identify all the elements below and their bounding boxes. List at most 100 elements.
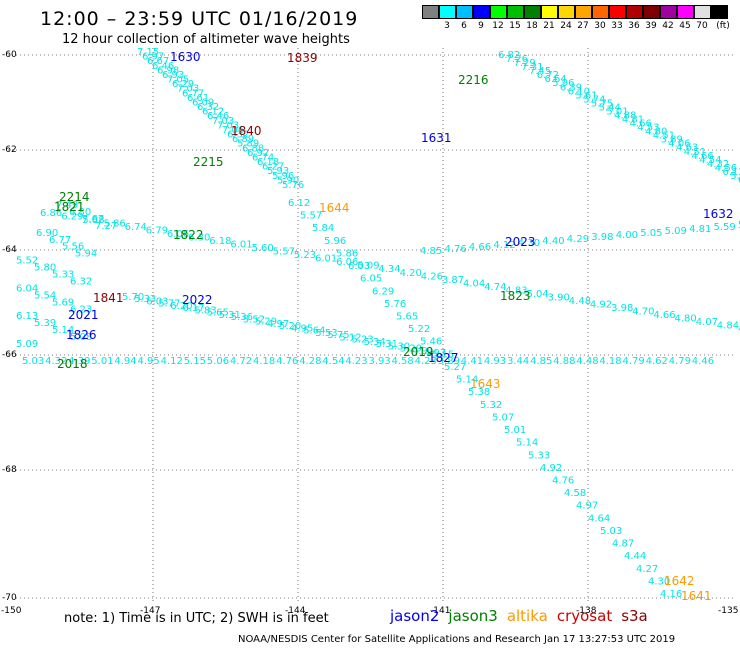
wave-height-value: 5.27 [444, 362, 466, 373]
wave-height-value: 5.29 [255, 317, 277, 328]
wave-height-value: 6.20 [170, 301, 192, 312]
wave-height-value: 5.33 [52, 270, 74, 281]
wave-height-value: 6.06 [336, 257, 358, 268]
colorbar-label: 12 [492, 21, 504, 31]
wave-height-value: 4.58 [564, 488, 586, 499]
wave-height-value: 5.46 [420, 337, 442, 348]
pass-time-label: 2216 [458, 73, 489, 87]
colorbar-label: 36 [628, 21, 640, 31]
wave-height-value: 5.57 [300, 211, 322, 222]
wave-height-value: 7.67 [82, 214, 104, 225]
wave-height-value: 5.29 [400, 344, 422, 355]
latitude-label: -60 [2, 50, 17, 60]
wave-height-value: 5.20 [279, 321, 301, 332]
colorbar-label: 42 [662, 21, 674, 31]
wave-height-value: 5.07 [492, 412, 514, 423]
wave-height-value: 5.70 [122, 292, 144, 303]
pass-time-label: 1631 [421, 131, 452, 145]
pass-time-label: 1643 [470, 377, 501, 391]
wave-height-value: 6.64 [545, 74, 567, 85]
wave-height-value: 5.09 [16, 339, 38, 350]
wave-height-value: 5.39 [34, 318, 56, 329]
wave-height-value: 4.80 [675, 314, 697, 325]
wave-height-value: 4.53 [637, 123, 659, 134]
wave-height-value: 5.03 [22, 356, 44, 367]
satellite-legend: jason2 jason3 altika cryosat s3a [390, 607, 657, 625]
wave-height-value: 6.80 [69, 207, 91, 218]
wave-height-value: 7.31 [521, 62, 543, 73]
wave-height-value: 4.16 [660, 589, 682, 600]
map-subtitle: 12 hour collection of altimeter wave hei… [62, 32, 350, 47]
wave-height-value: 5.08 [70, 332, 92, 343]
pass-time-label: 2019 [403, 345, 434, 359]
wave-height-value: 7.05 [167, 75, 189, 86]
wave-height-value: 6.77 [182, 88, 204, 99]
pass-time-label: 1632 [703, 207, 734, 221]
pass-time-label: 2023 [505, 235, 536, 249]
wave-height-value: 5.31 [219, 310, 241, 321]
wave-height-value: 5.80 [34, 263, 56, 274]
colorbar-label: 30 [594, 21, 606, 31]
wave-height-value: 6.10 [568, 86, 590, 97]
pass-time-label: 1823 [500, 289, 531, 303]
latitude-label: -68 [2, 465, 17, 475]
wave-height-value: 5.96 [272, 171, 294, 182]
wave-height-value: 4.80 [645, 127, 667, 138]
latitude-label: -64 [2, 245, 17, 255]
wave-height-value: 5.90 [277, 175, 299, 186]
legend-altika: altika [506, 607, 548, 625]
wave-height-value: 4.06 [668, 139, 690, 150]
wave-height-value: 5.96 [324, 236, 346, 247]
longitude-label: -138 [576, 606, 597, 616]
wave-height-value: 7.06 [222, 125, 244, 136]
wave-height-value: 4.48 [569, 296, 591, 307]
wave-height-value: 5.69 [52, 297, 74, 308]
wave-height-value: 6.12 [202, 107, 224, 118]
wave-height-value: 4.26 [421, 271, 443, 282]
wave-height-value: 6.03 [348, 261, 370, 272]
wave-height-value: 4.85 [530, 356, 552, 367]
wave-height-value: 4.51 [684, 147, 706, 158]
longitude-label: -150 [1, 606, 22, 616]
wave-height-value: 5.23 [294, 250, 316, 261]
wave-height-value: 4.63 [676, 143, 698, 154]
wave-height-value: 5.14 [52, 325, 74, 336]
wave-height-value: 4.54 [699, 155, 721, 166]
wave-height-value: 4.48 [576, 356, 598, 367]
wave-height-value: 4.46 [692, 356, 714, 367]
wave-height-value: 6.98 [157, 65, 179, 76]
colorbar-unit: (ft) [716, 21, 730, 31]
wave-height-value: 6.77 [49, 235, 71, 246]
wave-height-value: 4.23 [345, 356, 367, 367]
wave-height-value: 7.15 [137, 47, 159, 58]
wave-height-value: 5.33 [528, 450, 550, 461]
wave-height-value: 3.87 [442, 275, 464, 286]
wave-height-value: 4.29 [567, 234, 589, 245]
wave-height-value: 5.01 [504, 425, 526, 436]
wave-height-value: 4.32 [707, 159, 729, 170]
colorbar-swatch [711, 5, 728, 19]
pass-time-label: 1840 [231, 124, 262, 138]
pass-time-label: 2214 [59, 190, 90, 204]
longitude-label: -135 [718, 606, 738, 616]
pass-time-label: 1644 [319, 201, 350, 215]
wave-height-value: 6.74 [125, 222, 147, 233]
wave-height-value: 4.94 [114, 356, 136, 367]
colorbar-swatch [490, 5, 507, 19]
wave-height-value: 6.30 [188, 233, 210, 244]
wave-height-value: 5.33 [134, 294, 156, 305]
wave-height-value: 5.31 [376, 339, 398, 350]
legend-jason3: jason3 [448, 607, 498, 625]
wave-height-value: 6.46 [207, 111, 229, 122]
wave-height-value: 5.64 [303, 326, 325, 337]
wave-height-value: 5.83 [195, 305, 217, 316]
wave-height-value: 6.39 [560, 82, 582, 93]
wave-height-value: 7.27 [95, 221, 117, 232]
wave-height-value: 6.29 [172, 79, 194, 90]
wave-height-value: 5.15 [184, 356, 206, 367]
wave-height-value: 5.88 [82, 215, 104, 226]
wave-height-value: 6.17 [182, 303, 204, 314]
wave-height-value: 6.18 [209, 236, 231, 247]
